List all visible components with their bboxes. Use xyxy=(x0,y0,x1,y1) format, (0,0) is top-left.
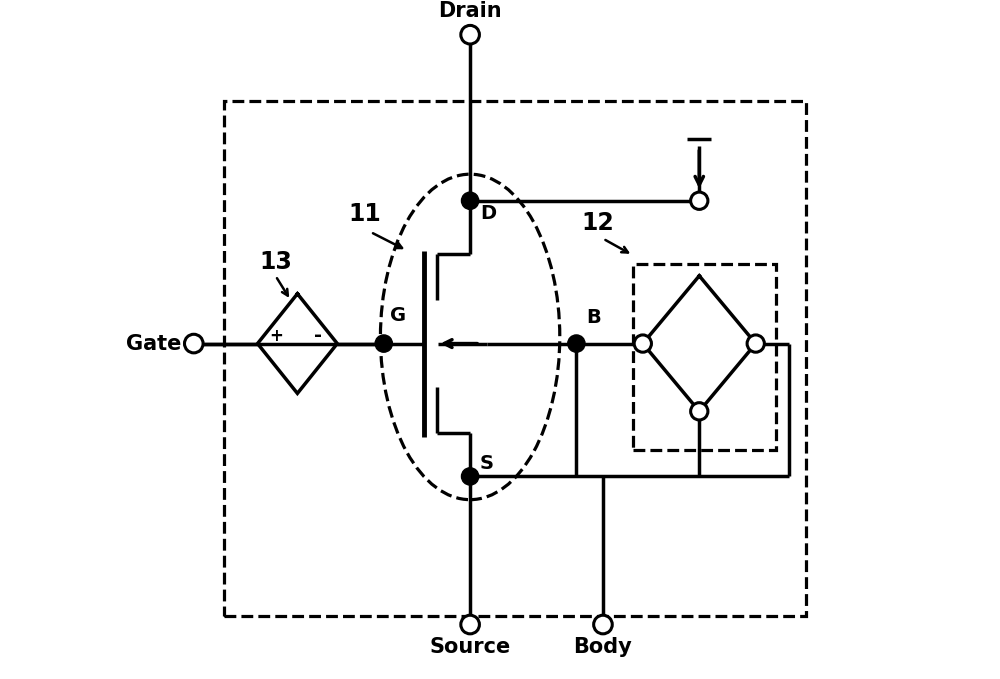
Bar xyxy=(224,101,806,616)
Circle shape xyxy=(461,468,479,485)
Circle shape xyxy=(568,335,585,352)
Text: D: D xyxy=(480,204,496,223)
Bar xyxy=(633,264,776,450)
Circle shape xyxy=(461,25,479,44)
Circle shape xyxy=(461,192,479,209)
Text: 13: 13 xyxy=(260,250,292,274)
Text: B: B xyxy=(586,308,601,327)
Text: S: S xyxy=(480,454,494,473)
Circle shape xyxy=(634,335,651,352)
Text: G: G xyxy=(390,306,407,325)
Circle shape xyxy=(747,335,764,352)
Text: Drain: Drain xyxy=(438,1,502,22)
Text: 11: 11 xyxy=(349,202,381,226)
Circle shape xyxy=(594,615,612,634)
Text: Gate: Gate xyxy=(126,333,181,354)
Text: +: + xyxy=(270,327,284,345)
Text: Body: Body xyxy=(574,637,632,657)
Text: -: - xyxy=(314,326,322,345)
Text: 12: 12 xyxy=(581,211,614,236)
Circle shape xyxy=(375,335,392,352)
Circle shape xyxy=(691,192,708,209)
Text: Source: Source xyxy=(429,637,511,657)
Circle shape xyxy=(184,334,203,353)
Circle shape xyxy=(691,403,708,420)
Circle shape xyxy=(461,615,479,634)
